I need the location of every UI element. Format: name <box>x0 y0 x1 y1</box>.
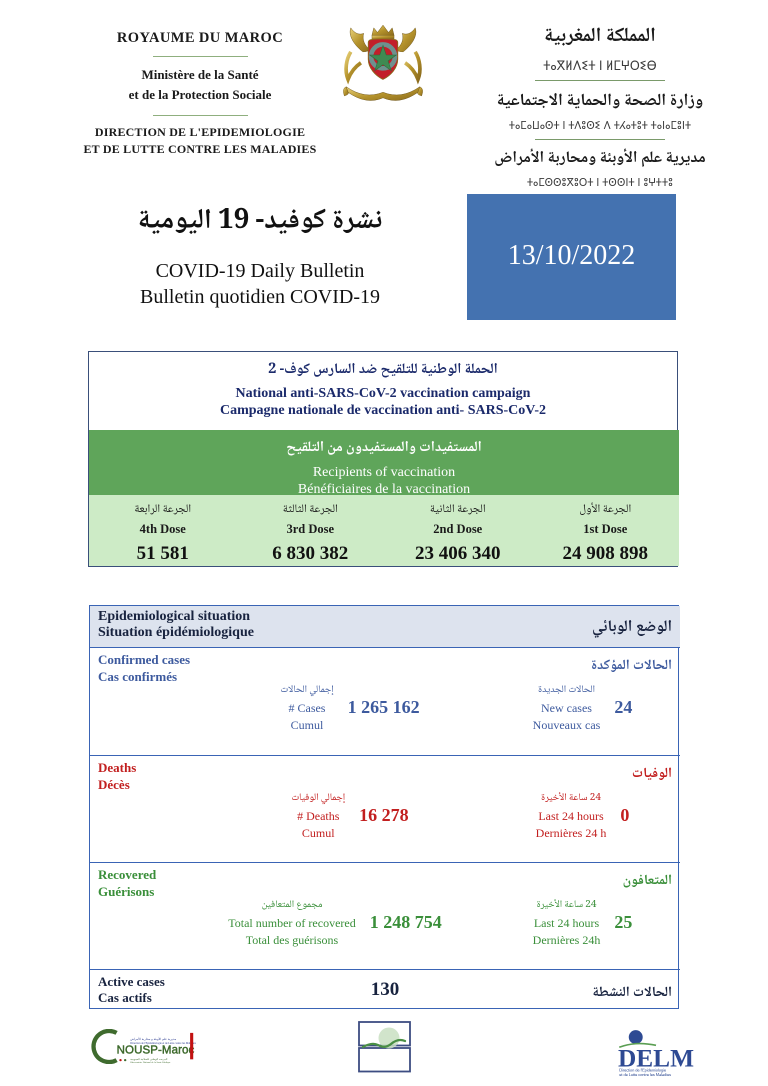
svg-text:et de Lutte contre les Maladie: et de Lutte contre les Maladies <box>619 1073 671 1076</box>
svg-text:المرصد الوطني للسلامة العمومية: المرصد الوطني للسلامة العمومية <box>130 1057 167 1061</box>
svg-text:Direction de l'Epidemiologie e: Direction de l'Epidemiologie et de Lutte… <box>130 1042 196 1045</box>
svg-text:Observatoire National de la Sa: Observatoire National de la Sante Publiq… <box>130 1061 170 1064</box>
svg-text:Direction de l'Epidemiologie: Direction de l'Epidemiologie <box>619 1068 666 1072</box>
svg-text:مديرية علم الأوبئة و محاربة ال: مديرية علم الأوبئة و محاربة الأمراض <box>130 1037 176 1041</box>
svg-text:NOUSP-Maroc: NOUSP-Maroc <box>117 1044 195 1057</box>
